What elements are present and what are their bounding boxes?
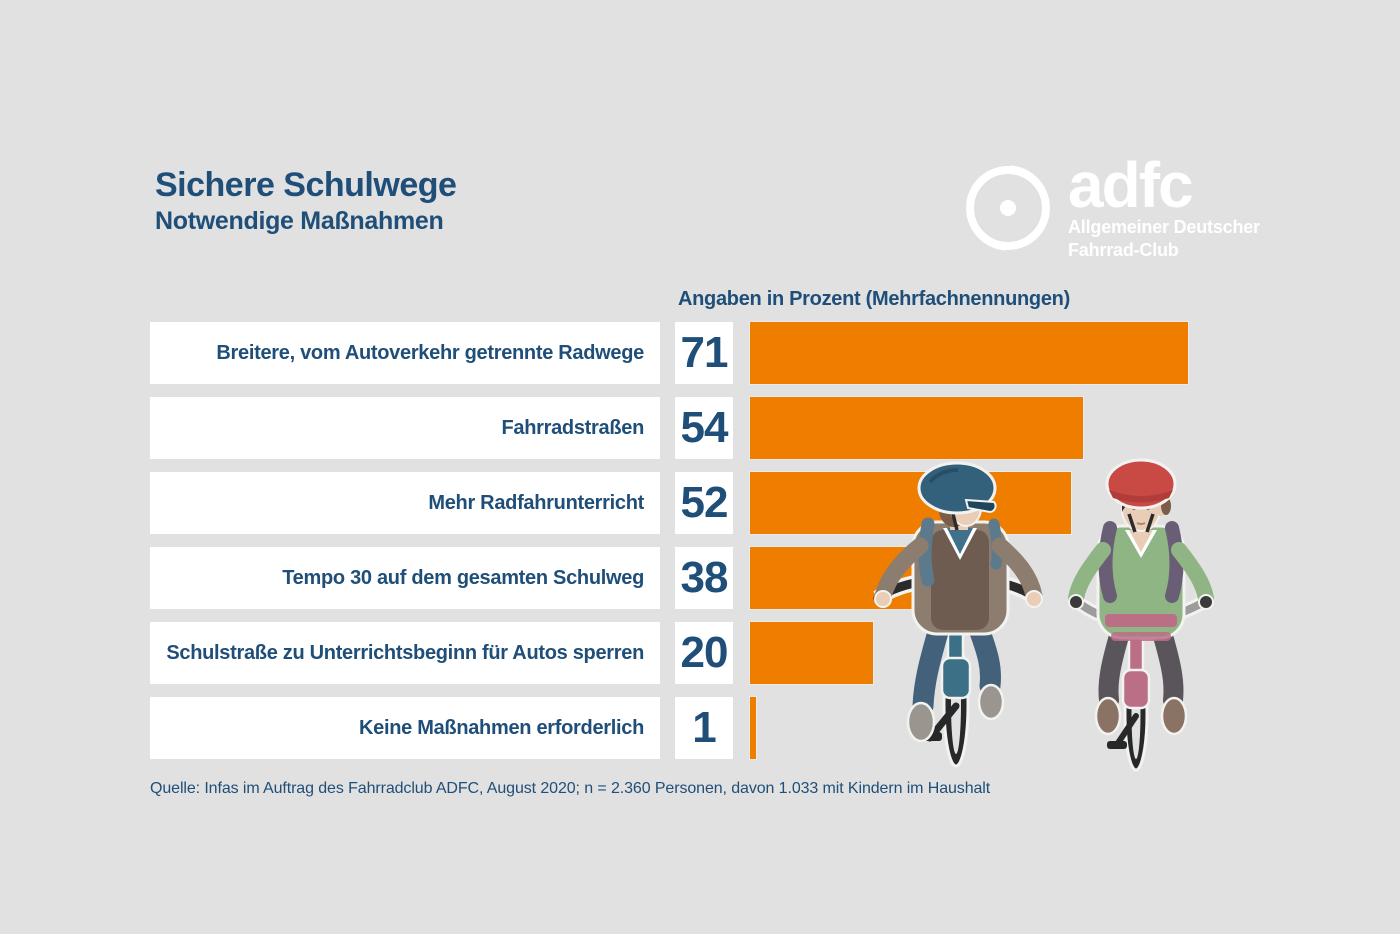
adfc-logo: adfc Allgemeiner Deutscher Fahrrad-Club [958, 149, 1260, 261]
measure-row: Breitere, vom Autoverkehr getrennte Radw… [150, 321, 1400, 385]
measure-bar [749, 546, 985, 610]
source-note: Quelle: Infas im Auftrag des Fahrradclub… [150, 780, 991, 797]
measure-label: Tempo 30 auf dem gesamten Schulweg [150, 547, 660, 609]
measure-value: 71 [675, 322, 733, 384]
measure-label: Schulstraße zu Unterrichtsbeginn für Aut… [150, 622, 660, 684]
measure-row: Tempo 30 auf dem gesamten Schulweg 38 [150, 546, 1400, 610]
page-title: Sichere Schulwege [155, 166, 457, 204]
page-subtitle: Notwendige Maßnahmen [155, 206, 444, 235]
measure-label: Mehr Radfahrunterricht [150, 472, 660, 534]
measure-bar [749, 321, 1189, 385]
chart-unit-label: Angaben in Prozent (Mehrfachnennungen) [678, 288, 1070, 310]
logo-brand: adfc [1068, 149, 1194, 221]
measure-label: Keine Maßnahmen erforderlich [150, 697, 660, 759]
title-block: Sichere Schulwege Notwendige Maßnahmen [155, 166, 457, 235]
measure-bar [749, 621, 874, 685]
measure-value: 1 [675, 697, 733, 759]
measure-bar [749, 471, 1072, 535]
bar-chart: Breitere, vom Autoverkehr getrennte Radw… [150, 321, 1400, 772]
measure-row: Keine Maßnahmen erforderlich 1 [150, 696, 1400, 760]
measure-value: 38 [675, 547, 733, 609]
measure-bar [749, 396, 1084, 460]
measure-row: Schulstraße zu Unterrichtsbeginn für Aut… [150, 621, 1400, 685]
bicycle-wheel-icon [966, 165, 1050, 251]
measure-label: Breitere, vom Autoverkehr getrennte Radw… [150, 322, 660, 384]
measure-row: Mehr Radfahrunterricht 52 [150, 471, 1400, 535]
measure-value: 20 [675, 622, 733, 684]
measure-bar [749, 696, 757, 760]
logo-subline-2: Fahrrad-Club [1068, 240, 1179, 261]
logo-subline-1: Allgemeiner Deutscher [1068, 216, 1260, 237]
measure-value: 52 [675, 472, 733, 534]
logo-text: adfc Allgemeiner Deutscher Fahrrad-Club [1068, 149, 1260, 261]
measure-label: Fahrradstraßen [150, 397, 660, 459]
measure-row: Fahrradstraßen 54 [150, 396, 1400, 460]
measure-value: 54 [675, 397, 733, 459]
